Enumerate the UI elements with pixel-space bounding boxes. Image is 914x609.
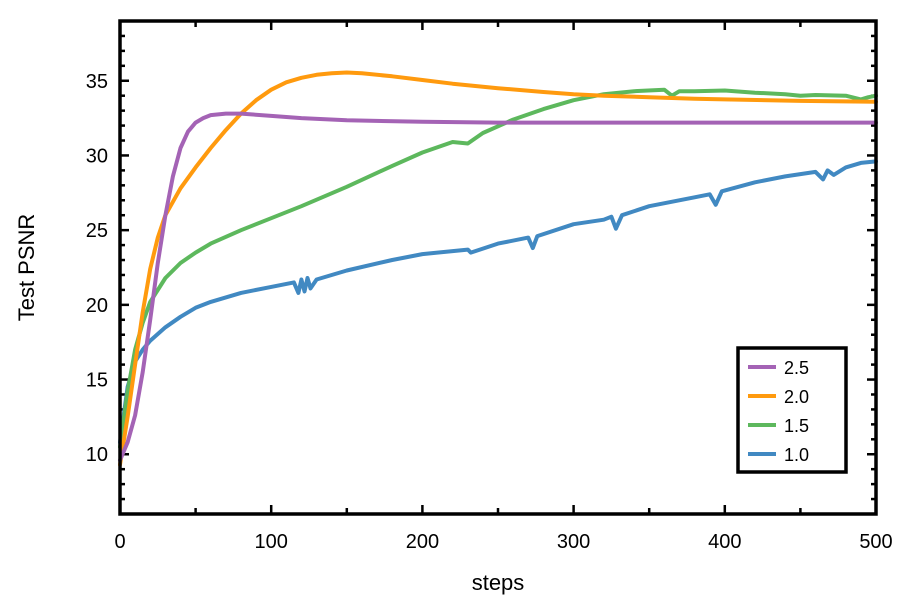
y-axis-label: Test PSNR <box>14 214 39 322</box>
y-tick-label: 25 <box>86 220 108 242</box>
x-tick-label: 100 <box>255 531 288 553</box>
y-tick-label: 15 <box>86 370 108 392</box>
x-tick-label: 200 <box>406 531 439 553</box>
x-tick-label: 500 <box>859 531 892 553</box>
y-tick-label: 10 <box>86 444 108 466</box>
legend-label: 2.5 <box>784 358 809 378</box>
series-line-1-5 <box>118 87 878 449</box>
series-lines <box>118 70 878 467</box>
legend-items: 2.5 2.0 1.5 1.0 <box>748 358 809 465</box>
x-axis-label: steps <box>472 570 525 595</box>
series-line-2-5 <box>118 111 878 463</box>
legend-label: 2.0 <box>784 387 809 407</box>
legend: 2.5 2.0 1.5 1.0 <box>736 346 848 474</box>
series-line-1-0 <box>118 159 878 445</box>
legend-label: 1.5 <box>784 416 809 436</box>
x-tick-label: 400 <box>708 531 741 553</box>
x-axis-ticks: 0 100 200 300 400 500 <box>114 21 893 553</box>
y-tick-label: 30 <box>86 145 108 167</box>
y-tick-label: 20 <box>86 295 108 317</box>
legend-label: 1.0 <box>784 445 809 465</box>
x-tick-label: 0 <box>114 531 125 553</box>
plot-frame <box>118 19 878 516</box>
x-tick-label: 300 <box>557 531 590 553</box>
series-line-2-0 <box>118 70 878 467</box>
y-tick-label: 35 <box>86 71 108 93</box>
